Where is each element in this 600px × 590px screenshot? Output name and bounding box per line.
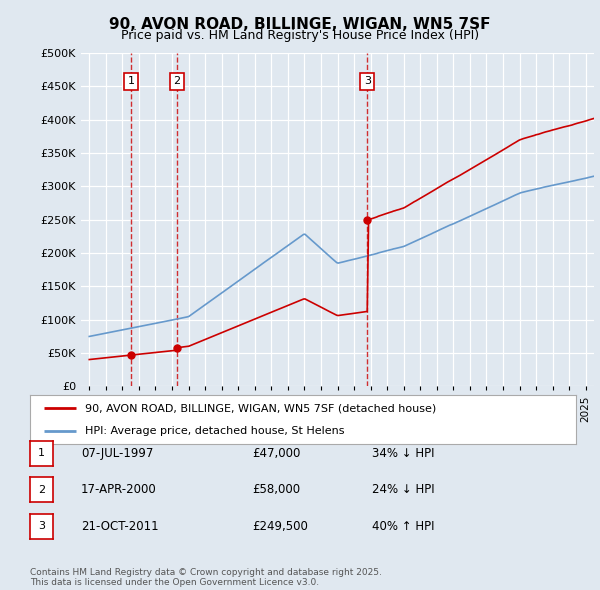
Text: 34% ↓ HPI: 34% ↓ HPI: [372, 447, 434, 460]
Text: 1: 1: [127, 77, 134, 86]
Text: 40% ↑ HPI: 40% ↑ HPI: [372, 520, 434, 533]
Text: 2: 2: [173, 77, 181, 86]
Text: 1: 1: [38, 448, 45, 458]
Text: 90, AVON ROAD, BILLINGE, WIGAN, WN5 7SF: 90, AVON ROAD, BILLINGE, WIGAN, WN5 7SF: [109, 17, 491, 31]
Text: Price paid vs. HM Land Registry's House Price Index (HPI): Price paid vs. HM Land Registry's House …: [121, 30, 479, 42]
Text: 2: 2: [38, 485, 45, 494]
Text: Contains HM Land Registry data © Crown copyright and database right 2025.
This d: Contains HM Land Registry data © Crown c…: [30, 568, 382, 587]
Text: 17-APR-2000: 17-APR-2000: [81, 483, 157, 496]
Text: 07-JUL-1997: 07-JUL-1997: [81, 447, 154, 460]
Text: £47,000: £47,000: [252, 447, 301, 460]
Text: HPI: Average price, detached house, St Helens: HPI: Average price, detached house, St H…: [85, 425, 344, 435]
Text: £249,500: £249,500: [252, 520, 308, 533]
Text: 24% ↓ HPI: 24% ↓ HPI: [372, 483, 434, 496]
Text: 90, AVON ROAD, BILLINGE, WIGAN, WN5 7SF (detached house): 90, AVON ROAD, BILLINGE, WIGAN, WN5 7SF …: [85, 404, 436, 414]
Text: 3: 3: [38, 522, 45, 531]
Text: £58,000: £58,000: [252, 483, 300, 496]
Text: 21-OCT-2011: 21-OCT-2011: [81, 520, 158, 533]
Text: 3: 3: [364, 77, 371, 86]
